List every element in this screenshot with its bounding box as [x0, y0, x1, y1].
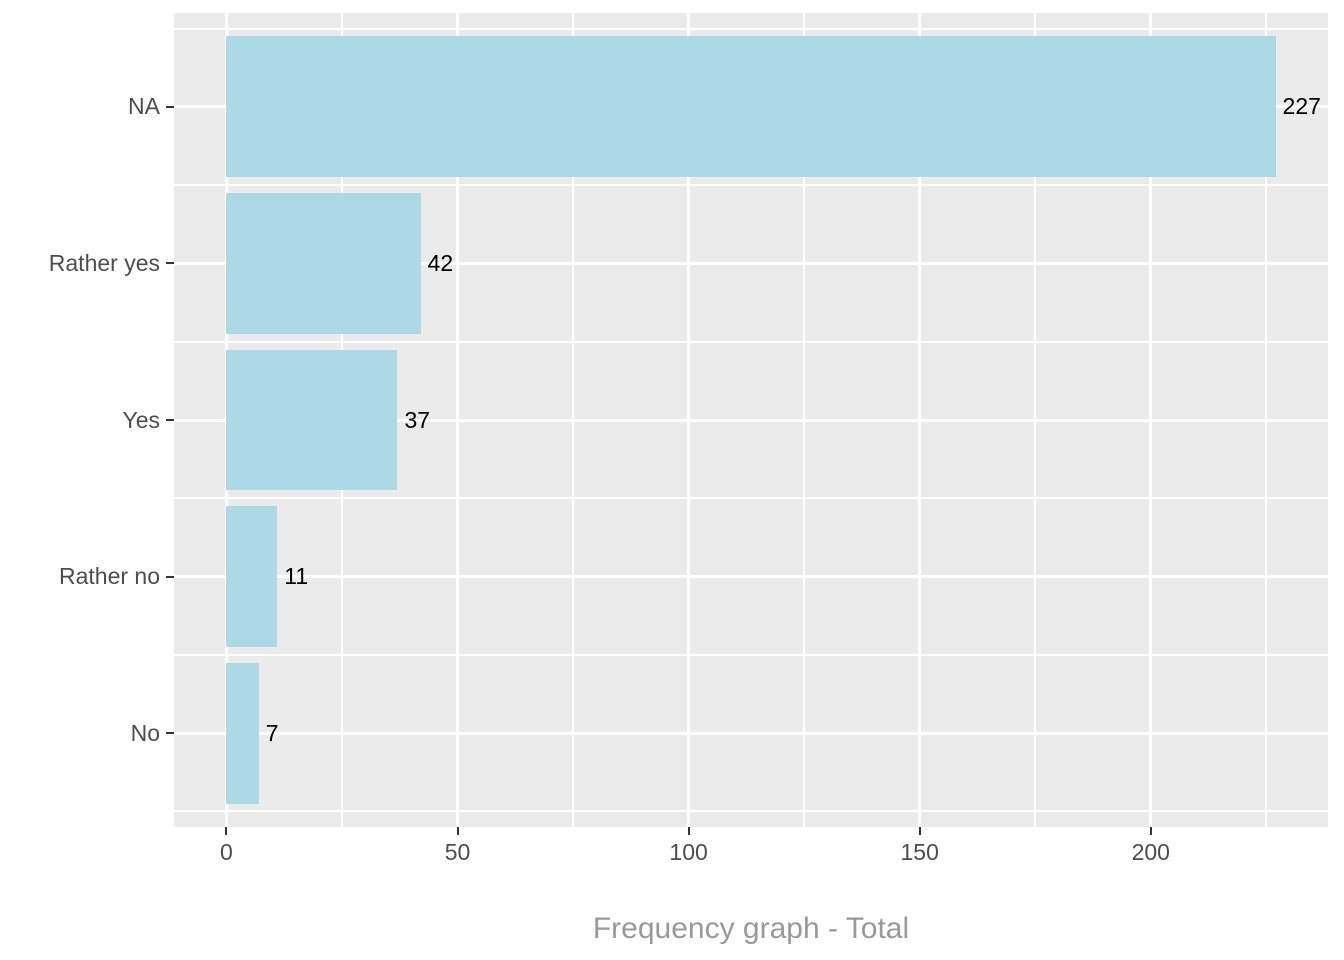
- x-axis-tick-label: 150: [900, 839, 939, 865]
- grid-major-horizontal: [174, 731, 1328, 735]
- x-axis-tick-mark: [1149, 827, 1152, 835]
- bar-value-label: 7: [265, 719, 279, 746]
- bar-value-label: 11: [284, 563, 309, 590]
- grid-minor-horizontal: [174, 810, 1328, 813]
- bar-value-label: 227: [1282, 93, 1321, 120]
- bar: [226, 506, 278, 647]
- x-axis-tick-label: 50: [444, 839, 471, 865]
- grid-minor-horizontal: [174, 653, 1328, 656]
- grid-major-horizontal: [174, 575, 1328, 579]
- y-axis-tick-label: Rather no: [58, 563, 160, 590]
- y-axis-tick-label: Rather yes: [48, 249, 160, 276]
- x-axis-title: Frequency graph - Total: [592, 912, 910, 945]
- x-axis-tick-label: 100: [669, 839, 708, 865]
- x-axis-tick-mark: [918, 827, 921, 835]
- x-axis-tick-label: 0: [220, 839, 233, 865]
- grid-minor-horizontal: [174, 497, 1328, 500]
- x-axis-tick-mark: [456, 827, 459, 835]
- y-axis-tick-mark: [166, 575, 174, 578]
- y-axis-tick-mark: [166, 419, 174, 421]
- y-axis-tick-label: No: [130, 719, 160, 746]
- grid-minor-horizontal: [174, 184, 1328, 187]
- grid-minor-horizontal: [174, 27, 1328, 30]
- y-axis-tick-label: NA: [128, 93, 160, 120]
- x-axis-tick-label: 200: [1131, 839, 1170, 865]
- bar: [226, 36, 1276, 178]
- grid-major-horizontal: [174, 261, 1328, 265]
- bar: [226, 662, 259, 804]
- y-axis-tick-mark: [166, 732, 174, 735]
- y-axis-tick-mark: [166, 105, 174, 108]
- x-axis-tick-mark: [225, 827, 228, 835]
- grid-minor-horizontal: [174, 340, 1328, 343]
- y-axis-tick-mark: [166, 262, 174, 265]
- bar-value-label: 42: [427, 249, 454, 276]
- x-axis-tick-mark: [687, 827, 690, 835]
- y-axis-tick-label: Yes: [122, 406, 160, 433]
- grid-major-horizontal: [174, 418, 1328, 422]
- bar: [226, 349, 398, 491]
- bar-value-label: 37: [404, 406, 431, 433]
- plot-panel: 227 42 37 11 7: [174, 13, 1328, 827]
- bar: [226, 193, 421, 334]
